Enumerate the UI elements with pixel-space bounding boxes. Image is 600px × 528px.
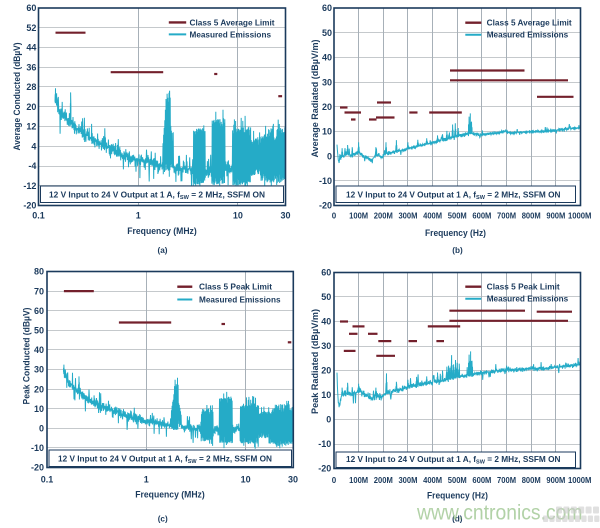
svg-text:60: 60 [321, 268, 331, 278]
svg-text:900M: 900M [546, 476, 565, 485]
svg-text:-20: -20 [31, 463, 44, 473]
svg-text:300M: 300M [398, 211, 417, 220]
svg-text:Measured Emissions: Measured Emissions [190, 30, 272, 39]
svg-text:-10: -10 [319, 176, 332, 186]
svg-text:Frequency (MHz): Frequency (MHz) [135, 490, 205, 500]
svg-text:12 V Input to 24 V Output at 1: 12 V Input to 24 V Output at 1 A, fSW = … [58, 455, 272, 466]
svg-text:-12: -12 [23, 181, 36, 191]
svg-text:200M: 200M [374, 211, 393, 220]
svg-text:Class 5 Peak Limit: Class 5 Peak Limit [199, 283, 272, 292]
svg-text:500M: 500M [448, 211, 467, 220]
svg-text:Peak Radiated (dBµV/m): Peak Radiated (dBµV/m) [310, 309, 320, 414]
svg-text:-4: -4 [28, 161, 36, 171]
svg-text:30: 30 [288, 474, 298, 484]
svg-text:40: 40 [322, 53, 332, 63]
svg-text:10: 10 [34, 404, 44, 414]
svg-text:0: 0 [332, 211, 337, 220]
svg-text:www.cntronics.com: www.cntronics.com [416, 501, 582, 525]
svg-text:100M: 100M [349, 476, 368, 485]
svg-text:28: 28 [26, 82, 36, 92]
svg-text:12 V Input to 24 V Output at 1: 12 V Input to 24 V Output at 1 A, fSW = … [49, 191, 265, 202]
svg-text:12: 12 [26, 122, 36, 132]
svg-text:600M: 600M [472, 211, 491, 220]
svg-text:1000M: 1000M [568, 211, 592, 220]
svg-text:30: 30 [322, 77, 332, 87]
svg-text:20: 20 [322, 102, 332, 112]
svg-text:Frequency (Hz): Frequency (Hz) [427, 491, 488, 501]
svg-text:400M: 400M [423, 476, 442, 485]
svg-text:30: 30 [280, 211, 290, 221]
svg-text:200M: 200M [374, 476, 393, 485]
svg-text:(c): (c) [158, 515, 168, 524]
svg-text:50: 50 [321, 292, 331, 302]
svg-text:60: 60 [26, 3, 36, 13]
svg-text:0: 0 [39, 424, 44, 434]
svg-text:50: 50 [322, 28, 332, 38]
svg-text:10: 10 [322, 127, 332, 137]
svg-text:1000M: 1000M [568, 476, 592, 485]
svg-text:0: 0 [327, 151, 332, 161]
svg-text:900M: 900M [546, 211, 565, 220]
svg-text:-10: -10 [31, 443, 44, 453]
svg-text:30: 30 [321, 341, 331, 351]
svg-text:100M: 100M [349, 211, 368, 220]
svg-text:Peak Conducted (dBµV): Peak Conducted (dBµV) [22, 308, 32, 405]
svg-text:1: 1 [136, 211, 141, 221]
svg-text:Class 5 Average Limit: Class 5 Average Limit [487, 19, 572, 28]
svg-text:700M: 700M [497, 476, 516, 485]
svg-text:-20: -20 [319, 201, 332, 211]
svg-text:800M: 800M [522, 476, 541, 485]
svg-text:Measured Emissions: Measured Emissions [487, 31, 569, 40]
svg-text:0.1: 0.1 [41, 474, 54, 484]
svg-text:20: 20 [34, 384, 44, 394]
svg-text:60: 60 [322, 3, 332, 13]
svg-text:-20: -20 [318, 464, 331, 474]
svg-text:80: 80 [34, 267, 44, 277]
svg-text:10: 10 [241, 474, 251, 484]
svg-text:Frequency (MHz): Frequency (MHz) [127, 226, 197, 236]
svg-text:(b): (b) [452, 246, 463, 255]
svg-text:4: 4 [31, 141, 36, 151]
svg-text:60: 60 [34, 306, 44, 316]
svg-text:52: 52 [26, 23, 36, 33]
svg-text:50: 50 [34, 326, 44, 336]
svg-text:20: 20 [26, 102, 36, 112]
svg-text:Measured Emissions: Measured Emissions [199, 296, 281, 305]
svg-text:Average Conducted (dBµV): Average Conducted (dBµV) [12, 43, 22, 151]
svg-text:Measured Emissions: Measured Emissions [487, 295, 569, 304]
svg-text:-20: -20 [23, 201, 36, 211]
svg-text:(d): (d) [452, 515, 463, 524]
svg-text:0: 0 [326, 415, 331, 425]
svg-text:10: 10 [233, 211, 243, 221]
svg-text:36: 36 [26, 62, 36, 72]
svg-text:Class 5 Peak Limit: Class 5 Peak Limit [487, 283, 560, 292]
svg-text:70: 70 [34, 286, 44, 296]
svg-text:-10: -10 [318, 439, 331, 449]
svg-text:800M: 800M [522, 211, 541, 220]
svg-text:30: 30 [34, 365, 44, 375]
svg-text:44: 44 [26, 43, 36, 53]
svg-text:400M: 400M [423, 211, 442, 220]
svg-text:40: 40 [34, 345, 44, 355]
svg-text:Class 5 Average Limit: Class 5 Average Limit [190, 18, 275, 27]
svg-text:1: 1 [144, 474, 149, 484]
svg-text:600M: 600M [472, 476, 491, 485]
svg-text:700M: 700M [497, 211, 516, 220]
svg-text:Average Radiated (dBµV/m): Average Radiated (dBµV/m) [310, 40, 320, 158]
svg-text:Frequency (Hz): Frequency (Hz) [425, 228, 486, 238]
svg-text:12 V Input to 24 V Output at 1: 12 V Input to 24 V Output at 1 A, fSW = … [346, 191, 561, 202]
svg-text:40: 40 [321, 317, 331, 327]
svg-text:20: 20 [321, 366, 331, 376]
svg-text:300M: 300M [398, 476, 417, 485]
svg-text:(a): (a) [157, 246, 167, 255]
svg-text:10: 10 [321, 390, 331, 400]
svg-text:0: 0 [332, 476, 337, 485]
svg-text:12 V Input to 24 V Output at 1: 12 V Input to 24 V Output at 1 A, fSW = … [346, 455, 561, 466]
svg-text:0.1: 0.1 [32, 211, 45, 221]
svg-text:500M: 500M [448, 476, 467, 485]
